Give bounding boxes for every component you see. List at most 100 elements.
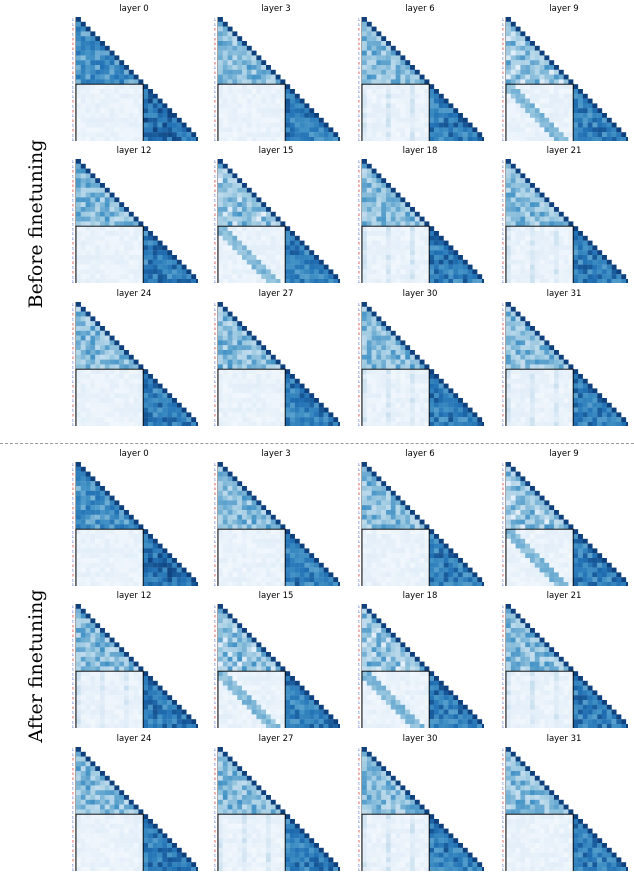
y-tick-label: 1 — [502, 90, 504, 94]
heatmap-cell — [429, 137, 435, 141]
heatmap-cell — [386, 398, 391, 403]
heatmap-cell — [309, 122, 315, 128]
heatmap-cell — [222, 340, 228, 346]
y-tick-label: 1 — [358, 256, 360, 260]
heatmap-cell — [515, 250, 521, 256]
heatmap-cell — [90, 178, 96, 184]
heatmap-cell — [218, 178, 223, 184]
heatmap-cell — [227, 269, 233, 275]
heatmap-cell — [76, 84, 81, 90]
heatmap-cell — [362, 412, 367, 418]
heatmap-cell — [285, 417, 291, 423]
heatmap-cell — [563, 412, 569, 418]
heatmap-cell — [563, 374, 569, 379]
heatmap-cell — [525, 183, 531, 188]
heatmap-cell — [157, 264, 163, 270]
heatmap-cell — [429, 255, 435, 260]
heatmap-cell — [534, 108, 540, 114]
heatmap-cell — [381, 202, 387, 208]
heatmap-cell — [381, 41, 387, 46]
heatmap-cell — [530, 402, 535, 408]
heatmap-cell — [222, 359, 228, 365]
heatmap-cell — [510, 187, 516, 193]
heatmap-cell — [133, 274, 139, 280]
heatmap-cell — [419, 359, 425, 365]
heatmap-cell — [280, 417, 286, 423]
heatmap-cell — [376, 50, 382, 56]
heatmap-cell — [520, 221, 526, 227]
heatmap-cell — [386, 183, 391, 188]
heatmap-cell — [554, 412, 559, 418]
heatmap-cell — [232, 207, 238, 212]
heatmap-cell — [568, 274, 574, 280]
heatmap-cell — [232, 245, 238, 251]
heatmap-cell — [242, 65, 247, 70]
heatmap-cell — [133, 407, 139, 413]
heatmap-cell — [270, 269, 276, 275]
heatmap-cell — [227, 398, 233, 403]
heatmap-cell — [510, 383, 516, 389]
heatmap-cell — [138, 122, 144, 128]
heatmap-cell — [405, 255, 411, 260]
heatmap-cell — [611, 127, 617, 133]
heatmap-cell — [90, 50, 96, 56]
heatmap-cell — [554, 279, 559, 283]
heatmap-cell — [76, 383, 81, 389]
y-tick-label: 0 — [502, 385, 505, 389]
heatmap-cell — [80, 36, 86, 42]
y-tick-label: 1 — [358, 198, 360, 202]
heatmap-cell — [109, 407, 115, 413]
heatmap-cell — [544, 340, 550, 346]
heatmap-cell — [227, 374, 233, 379]
heatmap-cell — [429, 245, 435, 251]
heatmap-cell — [611, 122, 617, 128]
heatmap-cell — [544, 402, 550, 408]
heatmap-cell — [381, 122, 387, 128]
heatmap-cell — [323, 137, 329, 141]
heatmap-cell — [227, 250, 233, 256]
heatmap-cell — [515, 330, 521, 336]
y-tick-label: 0 — [358, 332, 361, 336]
heatmap-cell — [266, 74, 271, 80]
heatmap-cell — [405, 65, 411, 70]
heatmap-cell — [333, 274, 339, 280]
heatmap-cell — [95, 505, 101, 511]
heatmap-cell — [554, 207, 559, 212]
heatmap-cell — [506, 374, 511, 379]
heatmap-cell — [510, 103, 516, 109]
region-box — [75, 225, 144, 283]
heatmap-cell — [371, 350, 377, 355]
heatmap-cell — [256, 117, 262, 123]
heatmap-cell — [530, 197, 535, 203]
heatmap-cell — [80, 240, 86, 246]
y-tick-label: 1 — [214, 246, 216, 250]
heatmap-cell — [410, 255, 415, 260]
heatmap-cell — [544, 79, 550, 85]
heatmap-cell — [76, 207, 81, 212]
heatmap-cell — [76, 514, 81, 520]
heatmap-cell — [270, 354, 276, 360]
heatmap-cell — [304, 264, 310, 270]
heatmap-cell — [616, 132, 622, 138]
heatmap-cell — [395, 207, 401, 212]
heatmap-cell — [366, 221, 372, 227]
heatmap-cell — [539, 354, 545, 360]
heatmap-cell — [133, 117, 139, 123]
heatmap-cell — [80, 495, 86, 501]
heatmap-cell — [124, 388, 129, 394]
y-tick-label: 0 — [72, 270, 75, 274]
heatmap-cell — [534, 60, 540, 66]
heatmap-cell — [256, 398, 262, 403]
y-tick-label: 1 — [358, 66, 360, 70]
heatmap-cell — [280, 274, 286, 280]
heatmap-cell — [80, 402, 86, 408]
heatmap-cell — [80, 192, 86, 198]
heatmap-cell — [138, 137, 144, 141]
heatmap-cell — [510, 226, 516, 232]
heatmap-cell — [90, 250, 96, 256]
heatmap-cell — [434, 240, 439, 246]
heatmap-cell — [530, 412, 535, 418]
heatmap-cell — [133, 245, 139, 251]
heatmap-cell — [558, 211, 564, 217]
heatmap-cell — [104, 74, 110, 80]
